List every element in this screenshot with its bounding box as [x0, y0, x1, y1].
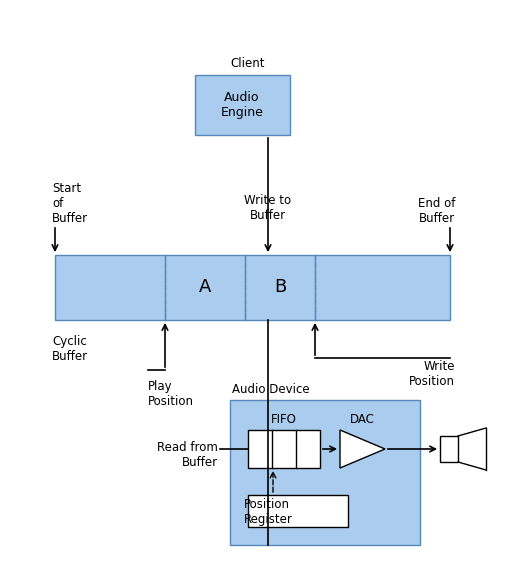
Text: Start
of
Buffer: Start of Buffer [52, 182, 88, 225]
Text: Play
Position: Play Position [147, 380, 193, 408]
Text: B: B [273, 278, 285, 296]
Bar [230, 400, 419, 545]
Text: FIFO: FIFO [271, 413, 296, 426]
Text: DAC: DAC [349, 413, 374, 426]
Text: Position
Register: Position Register [243, 498, 292, 526]
Text: Client: Client [230, 57, 264, 70]
Text: A: A [198, 278, 211, 296]
Bar [247, 430, 319, 468]
Text: Read from
Buffer: Read from Buffer [157, 441, 218, 469]
Bar [55, 255, 449, 320]
Text: Audio Device: Audio Device [231, 383, 309, 396]
Polygon shape [339, 430, 384, 468]
Text: Write
Position: Write Position [408, 360, 454, 388]
Bar [194, 75, 289, 135]
Bar [247, 495, 347, 527]
Text: End of
Buffer: End of Buffer [417, 197, 454, 225]
Text: Write to
Buffer: Write to Buffer [244, 194, 291, 222]
Text: Audio
Engine: Audio Engine [220, 91, 263, 119]
Bar [439, 436, 457, 462]
Text: Cyclic
Buffer: Cyclic Buffer [52, 335, 88, 363]
